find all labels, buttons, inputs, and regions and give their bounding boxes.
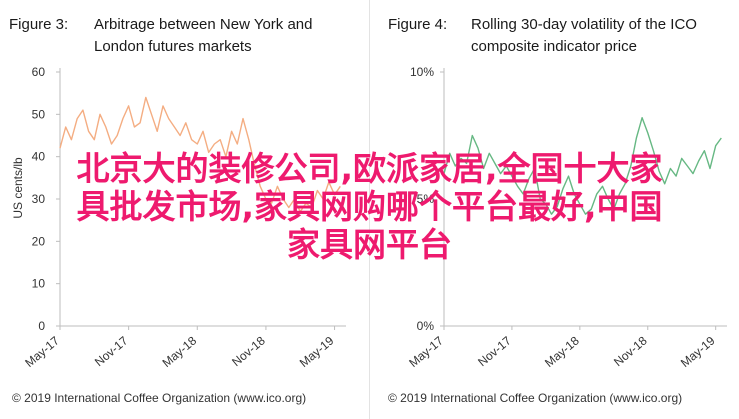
figure-4-panel: Figure 4: Rolling 30-day volatility of t… [372,0,739,419]
figure-4-label: Figure 4: [388,16,447,33]
figure-3-x-tick-label: May-18 [160,333,200,370]
figure-4-x-tick-label: May-19 [678,333,718,370]
figure-4-y-tick-label: 5% [417,192,435,206]
figure-3-x-tick-label: May-19 [297,333,337,370]
figure-3-y-axis-label: US cents/lb [11,157,25,219]
figure-3-y-tick-label: 0 [38,319,45,333]
figure-3-panel: Figure 3: Arbitrage between New York and… [9,16,346,405]
figure-3-y-tick-label: 30 [32,192,46,206]
figure-4-x-tick-label: May-17 [406,333,446,370]
figure-3-credit: © 2019 International Coffee Organization… [12,391,306,405]
figure-3-y-tick-label: 60 [32,65,46,79]
figure-3-title-line-2: London futures markets [94,38,252,55]
figure-4-series-line [443,116,722,215]
figure-3-y-tick-label: 20 [32,234,46,248]
panel-divider [369,0,370,419]
figure-4-x-tick-label: Nov-17 [475,333,514,369]
figure-4-credit: © 2019 International Coffee Organization… [388,391,682,405]
figure-3-chart: Figure 3: Arbitrage between New York and… [9,16,346,405]
figure-3-series-line [59,96,341,213]
figure-3-title-line-1: Arbitrage between New York and [94,16,312,33]
figure-4-y-tick-label: 10% [410,65,434,79]
figure-3-x-tick-label: May-17 [22,333,62,370]
figure-3-x-tick-label: Nov-17 [92,333,131,369]
figure-4-title-line-2: composite indicator price [471,38,637,55]
figure-3-y-tick-label: 40 [32,150,46,164]
figure-4-chart: Figure 4: Rolling 30-day volatility of t… [388,16,727,405]
figure-3-y-tick-label: 50 [32,107,46,121]
figure-4-x-tick-label: Nov-18 [611,333,650,369]
figure-3-y-tick-label: 10 [32,277,46,291]
figure-4-y-tick-label: 0% [417,319,435,333]
figure-4-title-line-1: Rolling 30-day volatility of the ICO [471,16,697,33]
figure-3-label: Figure 3: [9,16,68,33]
figure-4-x-tick-label: May-18 [542,333,582,370]
figure-3-x-tick-label: Nov-18 [229,333,268,369]
